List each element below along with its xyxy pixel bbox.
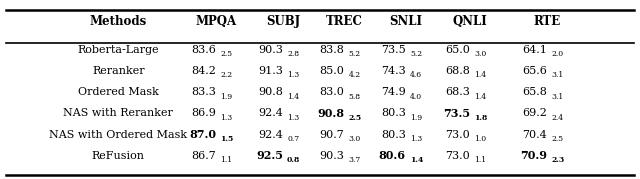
Text: 83.8: 83.8 — [319, 45, 344, 55]
Text: 74.3: 74.3 — [381, 66, 406, 76]
Text: NAS with Reranker: NAS with Reranker — [63, 108, 173, 118]
Text: 2.8: 2.8 — [287, 50, 299, 58]
Text: 84.2: 84.2 — [191, 66, 216, 76]
Text: 1.1: 1.1 — [221, 156, 232, 164]
Text: 70.9: 70.9 — [520, 150, 547, 161]
Text: QNLI: QNLI — [452, 15, 487, 28]
Text: Ordered Mask: Ordered Mask — [78, 87, 159, 97]
Text: 92.4: 92.4 — [258, 130, 283, 140]
Text: 4.2: 4.2 — [349, 71, 360, 79]
Text: 2.5: 2.5 — [552, 135, 563, 143]
Text: 90.3: 90.3 — [258, 45, 283, 55]
Text: 1.0: 1.0 — [474, 135, 486, 143]
Text: 90.8: 90.8 — [258, 87, 283, 97]
Text: 1.8: 1.8 — [474, 114, 487, 122]
Text: 80.3: 80.3 — [381, 130, 406, 140]
Text: 68.8: 68.8 — [445, 66, 470, 76]
Text: 3.1: 3.1 — [552, 93, 564, 101]
Text: TREC: TREC — [326, 15, 363, 28]
Text: 1.4: 1.4 — [474, 71, 486, 79]
Text: 65.0: 65.0 — [445, 45, 470, 55]
Text: 4.0: 4.0 — [410, 93, 422, 101]
Text: RTE: RTE — [534, 15, 561, 28]
Text: SUBJ: SUBJ — [266, 15, 300, 28]
Text: 5.2: 5.2 — [349, 50, 360, 58]
Text: 3.0: 3.0 — [349, 135, 361, 143]
Text: 1.4: 1.4 — [287, 93, 299, 101]
Text: 2.5: 2.5 — [221, 50, 232, 58]
Text: 3.7: 3.7 — [349, 156, 361, 164]
Text: 1.4: 1.4 — [410, 156, 423, 164]
Text: 69.2: 69.2 — [522, 108, 547, 118]
Text: 85.0: 85.0 — [319, 66, 344, 76]
Text: 83.3: 83.3 — [191, 87, 216, 97]
Text: Reranker: Reranker — [92, 66, 145, 76]
Text: Roberta-Large: Roberta-Large — [77, 45, 159, 55]
Text: 64.1: 64.1 — [522, 45, 547, 55]
Text: 90.7: 90.7 — [319, 130, 344, 140]
Text: 1.1: 1.1 — [474, 156, 486, 164]
Text: 2.0: 2.0 — [552, 50, 563, 58]
Text: 1.5: 1.5 — [221, 135, 234, 143]
Text: 3.0: 3.0 — [474, 50, 486, 58]
Text: 1.4: 1.4 — [474, 93, 486, 101]
Text: 65.6: 65.6 — [522, 66, 547, 76]
Text: 0.7: 0.7 — [287, 135, 299, 143]
Text: Methods: Methods — [90, 15, 147, 28]
Text: 90.3: 90.3 — [319, 151, 344, 161]
Text: 92.5: 92.5 — [256, 150, 283, 161]
Text: 1.3: 1.3 — [287, 114, 300, 122]
Text: 1.3: 1.3 — [410, 135, 422, 143]
Text: 86.9: 86.9 — [191, 108, 216, 118]
Text: 2.2: 2.2 — [221, 71, 232, 79]
Text: 4.6: 4.6 — [410, 71, 422, 79]
Text: NAS with Ordered Mask: NAS with Ordered Mask — [49, 130, 188, 140]
Text: 0.8: 0.8 — [287, 156, 300, 164]
Text: 90.8: 90.8 — [317, 108, 344, 119]
Text: 1.9: 1.9 — [221, 93, 232, 101]
Text: 73.0: 73.0 — [445, 151, 470, 161]
Text: 87.0: 87.0 — [189, 129, 216, 140]
Text: 73.5: 73.5 — [443, 108, 470, 119]
Text: 2.5: 2.5 — [349, 114, 362, 122]
Text: 83.0: 83.0 — [319, 87, 344, 97]
Text: 83.6: 83.6 — [191, 45, 216, 55]
Text: 1.3: 1.3 — [221, 114, 233, 122]
Text: 91.3: 91.3 — [258, 66, 283, 76]
Text: 73.5: 73.5 — [381, 45, 406, 55]
Text: 5.2: 5.2 — [410, 50, 422, 58]
Text: 86.7: 86.7 — [191, 151, 216, 161]
Text: 1.9: 1.9 — [410, 114, 422, 122]
Text: 65.8: 65.8 — [522, 87, 547, 97]
Text: SNLI: SNLI — [389, 15, 422, 28]
Text: 74.9: 74.9 — [381, 87, 406, 97]
Text: MPQA: MPQA — [196, 15, 237, 28]
Text: 80.6: 80.6 — [379, 150, 406, 161]
Text: 92.4: 92.4 — [258, 108, 283, 118]
Text: 3.1: 3.1 — [552, 71, 564, 79]
Text: ReFusion: ReFusion — [92, 151, 145, 161]
Text: 2.3: 2.3 — [552, 156, 564, 164]
Text: 73.0: 73.0 — [445, 130, 470, 140]
Text: 68.3: 68.3 — [445, 87, 470, 97]
Text: 1.3: 1.3 — [287, 71, 300, 79]
Text: 5.8: 5.8 — [349, 93, 360, 101]
Text: 70.4: 70.4 — [522, 130, 547, 140]
Text: 2.4: 2.4 — [552, 114, 563, 122]
Text: 80.3: 80.3 — [381, 108, 406, 118]
